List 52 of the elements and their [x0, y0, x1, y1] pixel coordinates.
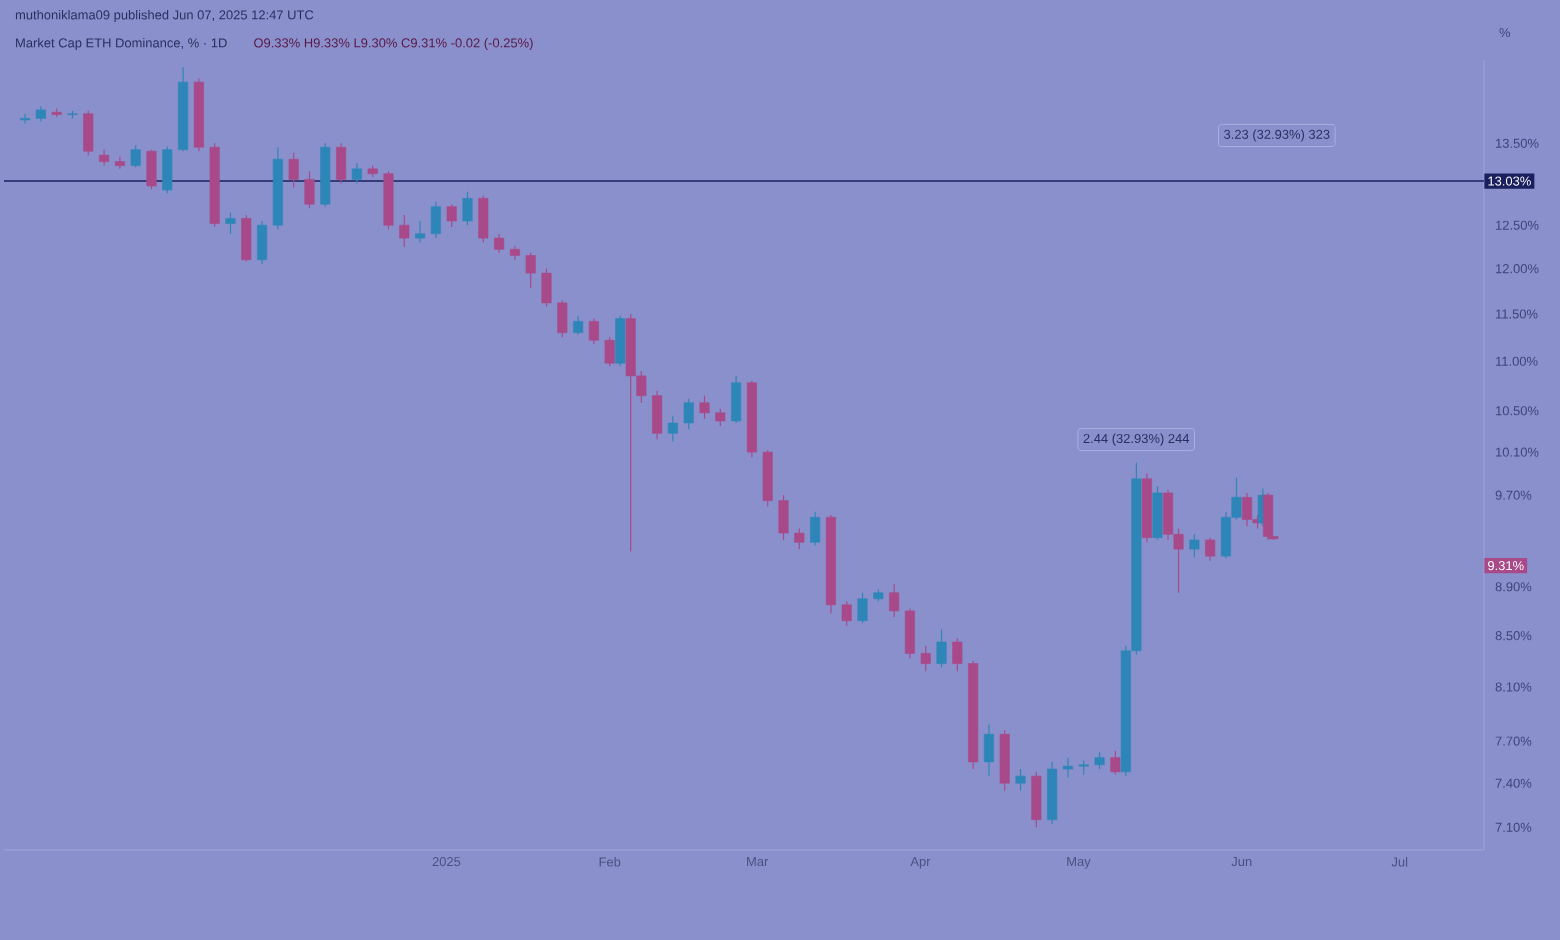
candlestick	[83, 110, 94, 156]
candlestick	[130, 144, 141, 168]
candlestick	[810, 511, 821, 547]
candlestick	[351, 162, 362, 185]
candlestick	[1031, 771, 1042, 828]
candlestick	[889, 583, 900, 618]
candlestick	[667, 415, 678, 443]
candlestick	[604, 336, 615, 367]
candlestick	[399, 214, 410, 248]
candlestick	[525, 252, 536, 289]
candlestick	[904, 607, 915, 660]
candlestick	[20, 113, 31, 125]
candlestick	[1015, 768, 1026, 792]
candlestick	[557, 299, 568, 338]
candlestick	[841, 600, 852, 627]
candlestick	[1205, 537, 1216, 562]
candlestick	[336, 142, 347, 185]
candlestick	[494, 233, 505, 254]
candlestick	[241, 214, 252, 263]
candlestick	[99, 149, 110, 167]
candlestick	[146, 149, 157, 190]
candlestick	[920, 645, 931, 672]
candlestick	[952, 637, 963, 672]
candlestick	[1062, 757, 1073, 779]
candlestick	[415, 220, 426, 243]
candlestick	[683, 398, 694, 430]
candlestick	[288, 152, 299, 189]
candlestick	[541, 268, 552, 308]
candlestick	[430, 201, 441, 239]
candlestick	[114, 156, 125, 170]
candlestick	[462, 191, 473, 226]
candlestick	[446, 203, 457, 228]
candlestick	[162, 145, 173, 194]
candlestick	[615, 315, 626, 367]
candlestick	[1152, 485, 1163, 541]
candlestick	[588, 318, 599, 345]
candlestick	[778, 494, 789, 541]
candlestick	[304, 170, 315, 209]
candlestick	[857, 592, 868, 624]
candlestick	[1189, 533, 1200, 558]
candlestick	[225, 211, 236, 235]
candlestick	[257, 220, 268, 265]
candlestick	[652, 390, 663, 441]
candlestick	[1110, 750, 1121, 776]
candlestick	[936, 628, 947, 669]
candlestick	[731, 375, 742, 424]
candlestick	[983, 723, 994, 777]
candlestick	[1241, 492, 1253, 527]
candlestick	[699, 395, 710, 420]
candlestick	[573, 315, 584, 336]
candlestick	[478, 195, 489, 243]
candlestick	[794, 527, 805, 550]
